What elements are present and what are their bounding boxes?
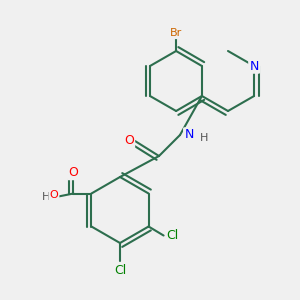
Text: Cl: Cl [167,229,179,242]
Text: O: O [50,190,58,200]
Text: O: O [124,134,134,148]
Text: Br: Br [170,28,182,38]
Text: Cl: Cl [114,263,126,277]
Text: N: N [249,59,259,73]
Text: O: O [68,166,78,179]
Text: H: H [42,191,51,202]
Text: N: N [184,128,194,142]
Text: H: H [200,133,208,143]
